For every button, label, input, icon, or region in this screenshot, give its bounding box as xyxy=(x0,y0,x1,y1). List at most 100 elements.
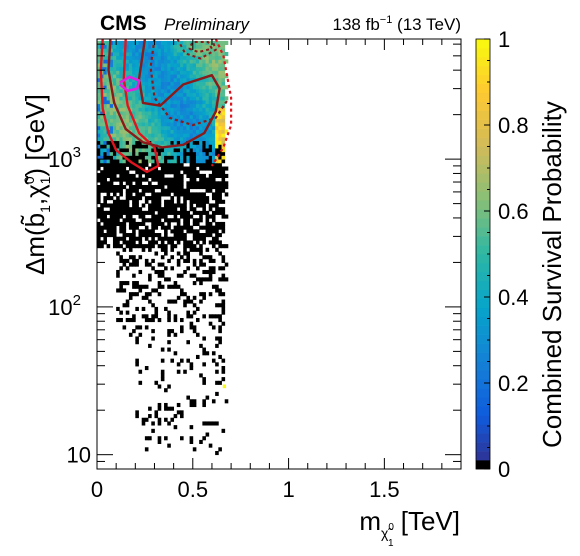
heatmap-bin xyxy=(157,66,162,71)
heatmap-bin xyxy=(180,214,184,219)
heatmap-bin xyxy=(173,40,178,45)
heatmap-bin xyxy=(176,229,181,234)
heatmap-bin xyxy=(176,133,181,138)
heatmap-bin xyxy=(100,184,104,190)
heatmap-bin xyxy=(215,181,219,186)
heatmap-bin xyxy=(173,203,178,208)
heatmap-bin xyxy=(100,170,104,175)
heatmap-bin xyxy=(125,118,130,123)
heatmap-bin xyxy=(106,229,111,234)
heatmap-bin xyxy=(157,417,162,422)
heatmap-bin xyxy=(112,88,117,94)
heatmap-bin xyxy=(215,159,219,164)
heatmap-bin xyxy=(122,203,127,208)
heatmap-bin xyxy=(186,188,190,193)
heatmap-bin xyxy=(170,329,175,334)
heatmap-bin xyxy=(157,96,162,101)
heatmap-bin xyxy=(215,66,219,71)
heatmap-bin xyxy=(109,181,114,186)
heatmap-bin xyxy=(164,207,168,212)
heatmap-bin xyxy=(180,192,184,197)
heatmap-bin xyxy=(218,66,222,71)
heatmap-bin xyxy=(116,155,120,160)
heatmap-bin xyxy=(132,88,136,94)
color-bar-segment xyxy=(476,388,490,398)
heatmap-bin xyxy=(97,188,101,193)
heatmap-bin xyxy=(218,288,222,293)
heatmap-bin xyxy=(221,107,226,112)
heatmap-bin xyxy=(135,44,139,49)
heatmap-bin xyxy=(186,358,190,363)
heatmap-bin xyxy=(221,48,226,53)
heatmap-bin xyxy=(151,303,155,308)
heatmap-bin xyxy=(135,129,139,134)
heatmap-bin xyxy=(160,66,165,71)
heatmap-bin xyxy=(176,196,181,201)
heatmap-bin xyxy=(125,266,130,271)
heatmap-bin xyxy=(106,111,111,116)
heatmap-bin xyxy=(148,203,152,208)
heatmap-bin xyxy=(211,244,216,249)
heatmap-bin xyxy=(202,181,206,186)
heatmap-bin xyxy=(221,85,226,90)
heatmap-bin xyxy=(148,51,152,57)
heatmap-bin xyxy=(135,221,139,227)
heatmap-bin xyxy=(157,244,162,249)
heatmap-bin xyxy=(148,70,152,75)
heatmap-bin xyxy=(141,233,146,238)
heatmap-bin xyxy=(218,221,222,227)
heatmap-bin xyxy=(132,225,136,230)
heatmap-bin xyxy=(106,184,111,190)
heatmap-bin xyxy=(125,133,130,138)
heatmap-bin xyxy=(218,233,222,238)
heatmap-bin xyxy=(132,100,136,105)
color-bar-segment xyxy=(476,191,490,201)
heatmap-bin xyxy=(218,173,222,178)
heatmap-bin xyxy=(183,203,187,208)
heatmap-bin xyxy=(116,244,120,249)
heatmap-bin xyxy=(116,122,120,127)
heatmap-bin xyxy=(141,218,146,223)
heatmap-bin xyxy=(186,148,190,153)
heatmap-bin xyxy=(221,310,226,315)
luminosity-label: 138 fb−1 (13 TeV) xyxy=(333,14,461,34)
heatmap-bin xyxy=(167,340,171,345)
heatmap-bin xyxy=(135,66,139,71)
heatmap-bin xyxy=(189,44,194,49)
heatmap-bin xyxy=(119,255,123,260)
heatmap-bin xyxy=(128,247,133,252)
heatmap-bin xyxy=(109,100,114,105)
heatmap-bin xyxy=(186,85,190,90)
heatmap-bin xyxy=(119,310,123,315)
heatmap-bin xyxy=(122,173,127,178)
heatmap-bin xyxy=(122,159,127,164)
heatmap-bin xyxy=(167,74,171,79)
heatmap-bin xyxy=(202,140,206,145)
contour-dashed-c xyxy=(188,41,213,54)
heatmap-bin xyxy=(125,317,130,323)
heatmap-bin xyxy=(97,214,101,219)
heatmap-bin xyxy=(125,59,130,64)
heatmap-bin xyxy=(119,48,123,53)
heatmap-bin xyxy=(208,85,213,90)
heatmap-bin xyxy=(144,325,149,330)
heatmap-bin xyxy=(208,277,213,282)
heatmap-bin xyxy=(195,159,200,164)
heatmap-bin xyxy=(116,81,120,86)
color-bar-segment xyxy=(476,39,490,49)
heatmap-bin xyxy=(122,111,127,116)
heatmap-bin xyxy=(157,402,162,408)
color-bar-segment xyxy=(476,74,490,85)
heatmap-bin xyxy=(116,236,120,241)
heatmap-bin xyxy=(128,221,133,227)
heatmap-bin xyxy=(116,40,120,45)
heatmap-bin xyxy=(173,188,178,193)
heatmap-bin xyxy=(183,166,187,171)
heatmap-bin xyxy=(109,155,114,160)
heatmap-bin xyxy=(157,199,162,204)
heatmap-bin xyxy=(215,129,219,134)
heatmap-bin xyxy=(173,96,178,101)
heatmap-bin xyxy=(112,221,117,227)
heatmap-bin xyxy=(205,177,210,182)
heatmap-bin xyxy=(148,159,152,164)
